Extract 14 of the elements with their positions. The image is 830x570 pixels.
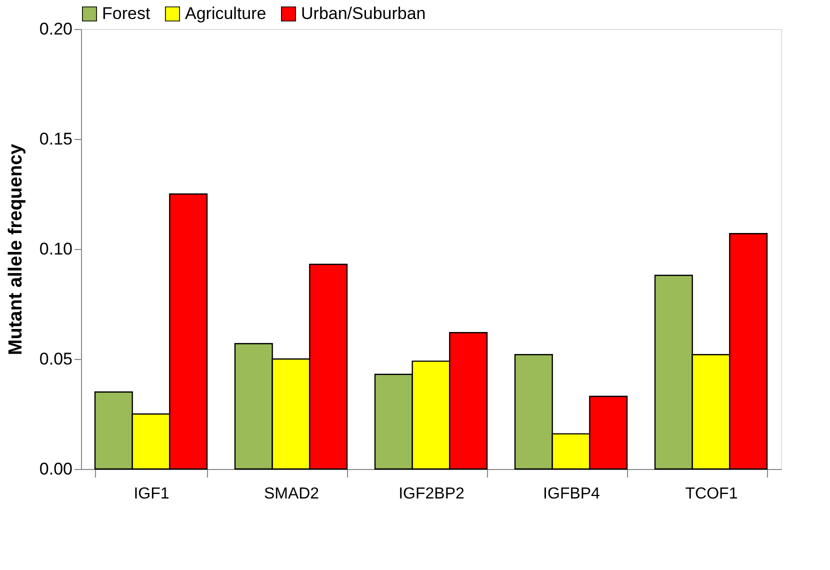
x-tick-label: IGF2BP2 xyxy=(398,486,464,502)
y-tick-label: 0.00 xyxy=(39,460,72,478)
y-axis-title: Mutant allele frequency xyxy=(5,143,26,356)
y-tick-label: 0.10 xyxy=(39,240,72,258)
y-tick-label: 0.05 xyxy=(39,350,72,368)
x-tick-label: IGF1 xyxy=(134,486,170,502)
x-tick-label: IGFBP4 xyxy=(543,486,600,502)
legend-label: Urban/Suburban xyxy=(301,4,426,23)
legend-label: Forest xyxy=(102,4,150,23)
legend-label: Agriculture xyxy=(185,4,266,23)
x-tick-label: TCOF1 xyxy=(685,486,738,502)
y-tick-label: 0.20 xyxy=(39,20,72,38)
y-tick-label: 0.15 xyxy=(39,130,72,148)
x-tick-label: SMAD2 xyxy=(264,486,320,502)
